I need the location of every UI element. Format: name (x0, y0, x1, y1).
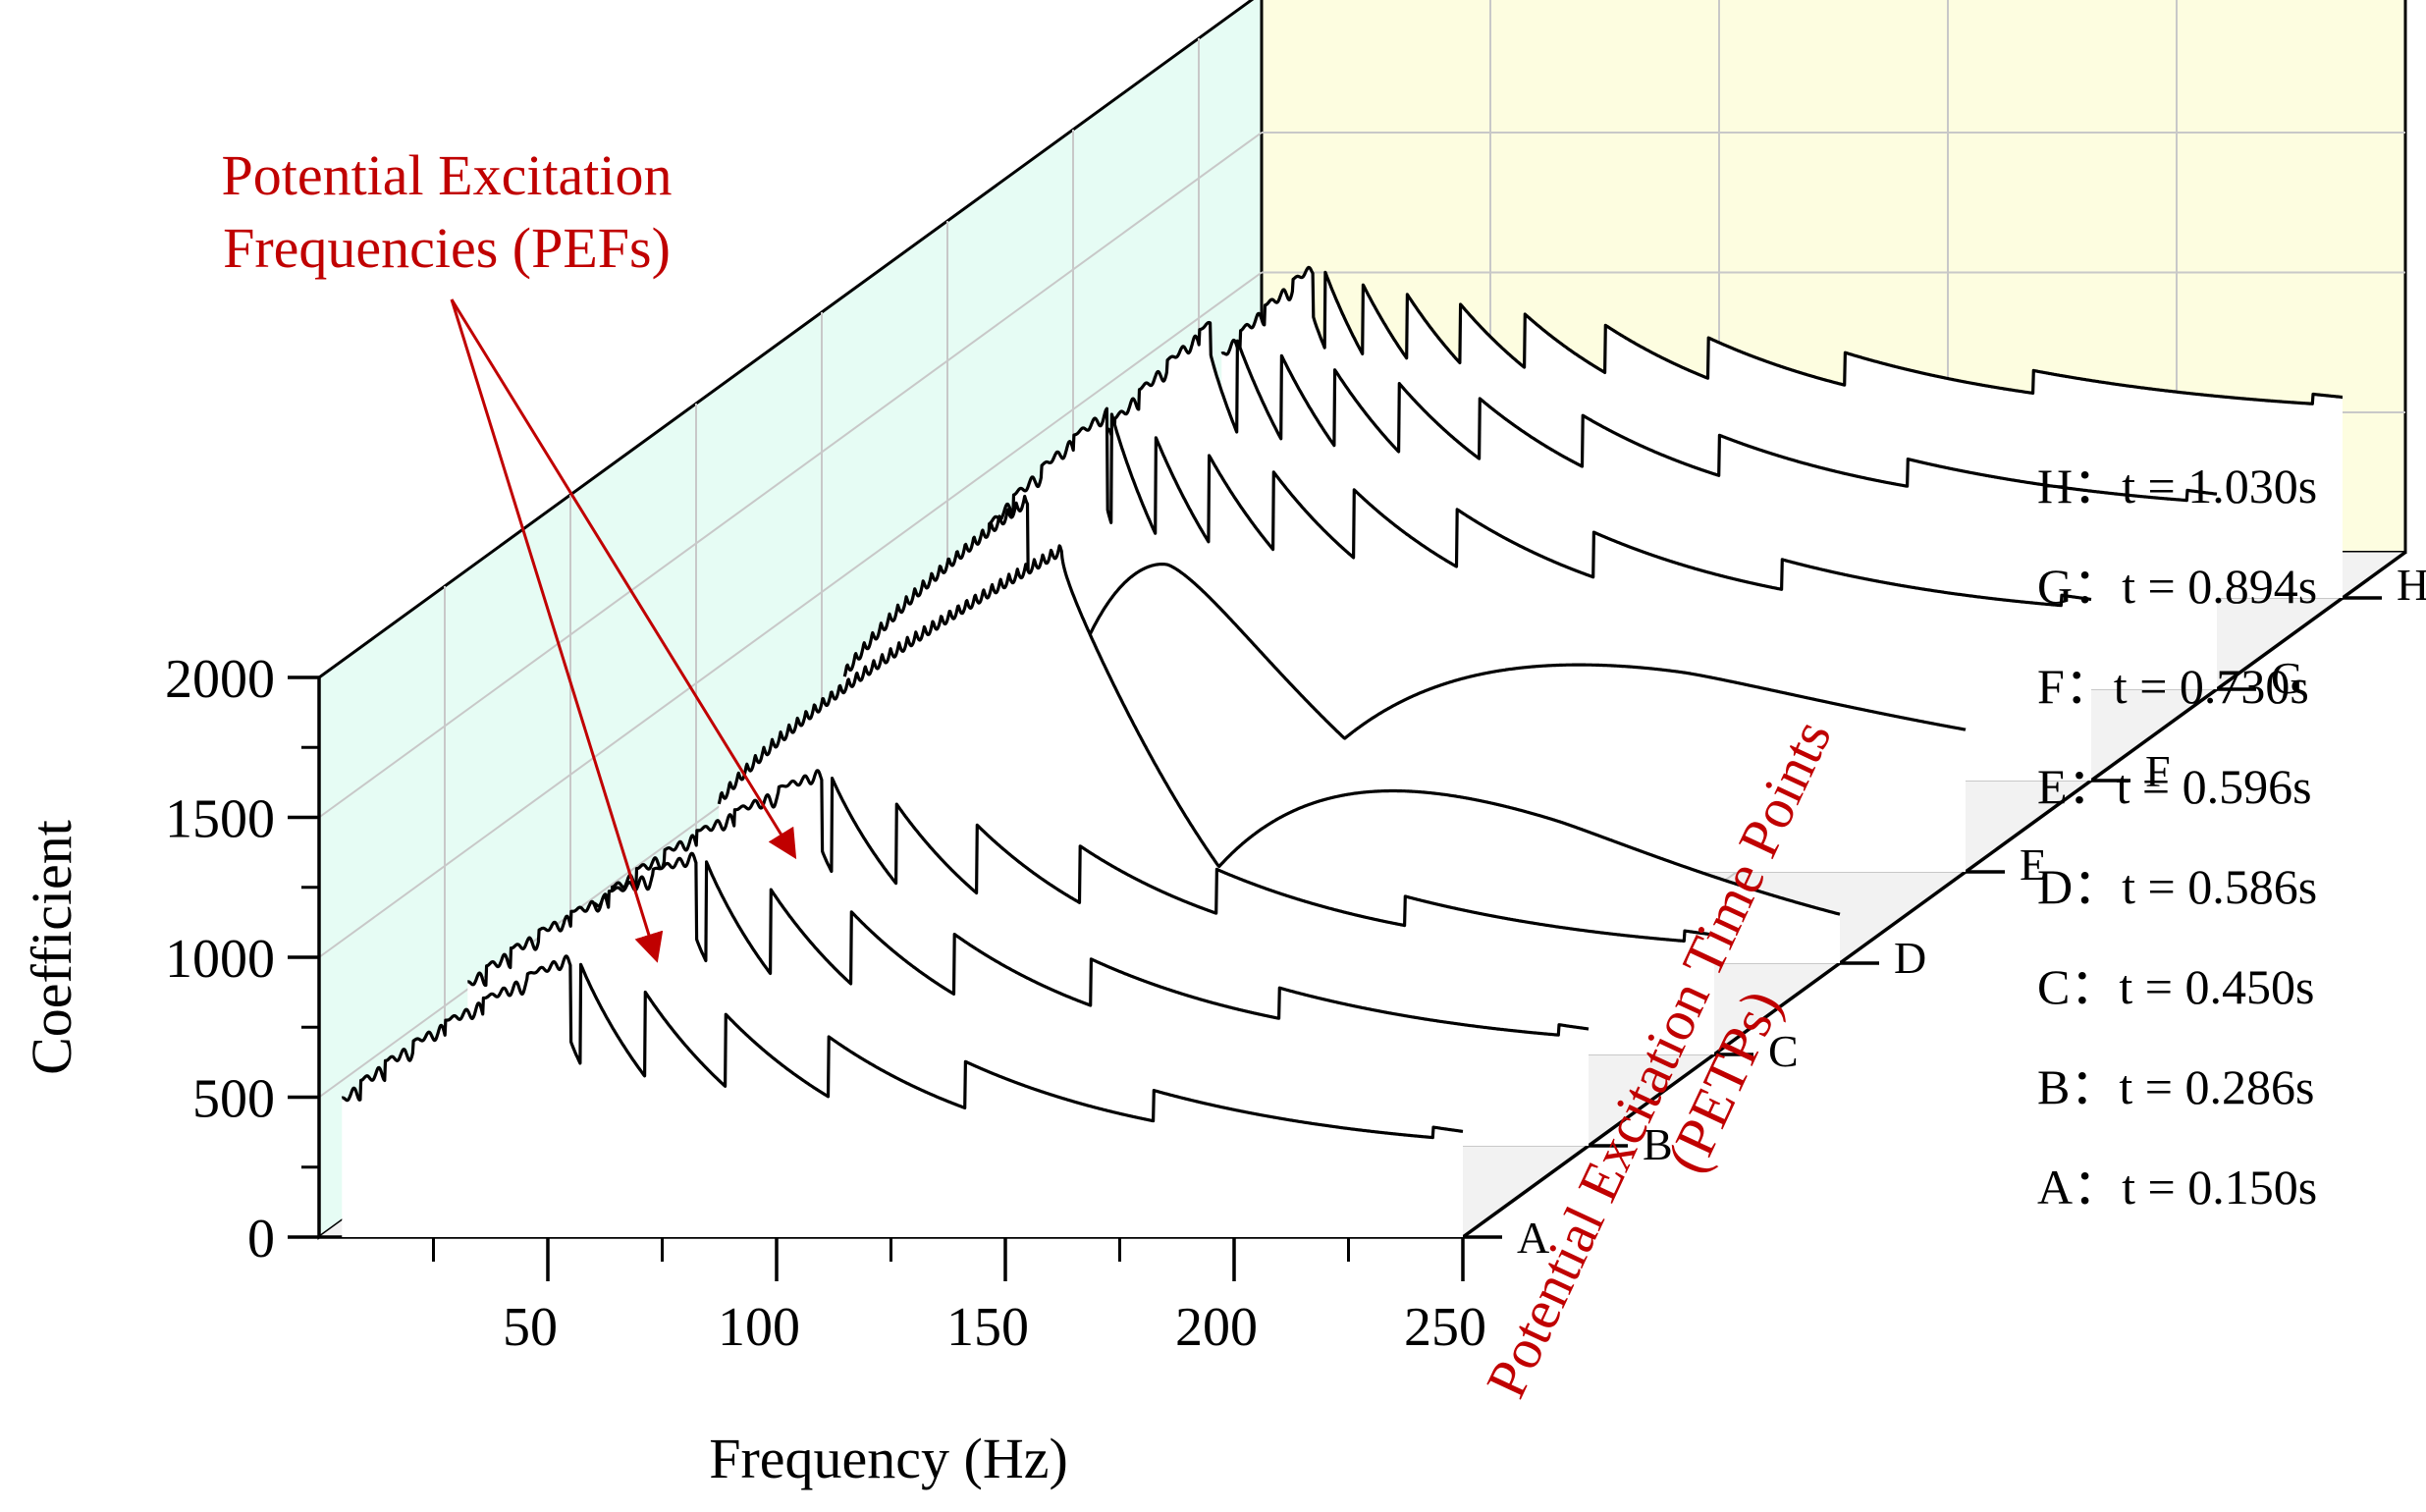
y-axis-title: Coefficient (20, 820, 83, 1075)
legend-item-C: C：t = 0.450s (2037, 959, 2314, 1014)
series-line-F (969, 406, 2092, 608)
series-line-B (466, 851, 1590, 1037)
y-tick-label: 2000 (165, 649, 275, 710)
x-tick-label: 200 (1175, 1297, 1258, 1358)
z-tick-label-C: C (1768, 1026, 1799, 1076)
tick-layer: 50 100 150 200 250 0 500 1000 1500 2000 H G F E D C B A (165, 560, 2426, 1358)
z-tick-label-A: A (1517, 1213, 1549, 1263)
annotation-arrows (450, 298, 797, 963)
legend-item-E: E：t = 0.596s (2037, 759, 2312, 814)
y-tick-label: 500 (192, 1069, 275, 1130)
annotation-arrow-1 (450, 298, 664, 963)
legend: H：t = 1.030s G：t = 0.894s F：t = 0.730s E：t … (2037, 459, 2317, 1215)
z-tick-label-E: E (2020, 839, 2047, 890)
series-fill-A (342, 955, 1463, 1237)
annotation-line1: Potential Excitation (221, 143, 672, 207)
x-tick-label: 150 (946, 1297, 1029, 1358)
z-tick-label-B: B (1643, 1119, 1673, 1169)
z-axis-line (1461, 551, 2407, 1239)
legend-item-H: H：t = 1.030s (2037, 459, 2317, 513)
side-grid-line (318, 132, 1263, 819)
z-tick-label-D: D (1894, 933, 1926, 983)
series-line-G (1095, 320, 2218, 503)
legend-item-G: G：t = 0.894s (2037, 559, 2317, 614)
z-tick-label-H: H (2397, 560, 2426, 610)
legend-item-F: F：t = 0.730s (2037, 659, 2309, 714)
legend-item-B: B：t = 0.286s (2037, 1059, 2314, 1114)
y-tick-label: 1500 (165, 789, 275, 850)
series-layer (341, 265, 2344, 1237)
series-line-C (592, 769, 1715, 944)
legend-item-A: A：t = 0.150s (2037, 1160, 2317, 1215)
x-axis-title: Frequency (Hz) (709, 1427, 1068, 1490)
x-tick-label: 250 (1404, 1297, 1486, 1358)
side-grid-line (318, 271, 1263, 958)
y-tick-label: 1000 (165, 929, 275, 990)
annotation-arrow-2 (450, 298, 797, 860)
series-line-H (1220, 265, 2344, 405)
x-tick-label: 50 (503, 1297, 558, 1358)
z-tick-label-G: G (2271, 653, 2303, 703)
z-tick-label-F: F (2145, 746, 2171, 796)
annotation-line2: Frequencies (PEFs) (223, 216, 671, 280)
y-tick-label: 0 (247, 1209, 275, 1269)
series-line-D (717, 544, 1841, 916)
series-line-A (341, 954, 1464, 1140)
legend-item-D: D：t = 0.586s (2037, 859, 2317, 914)
x-tick-label: 100 (718, 1297, 800, 1358)
